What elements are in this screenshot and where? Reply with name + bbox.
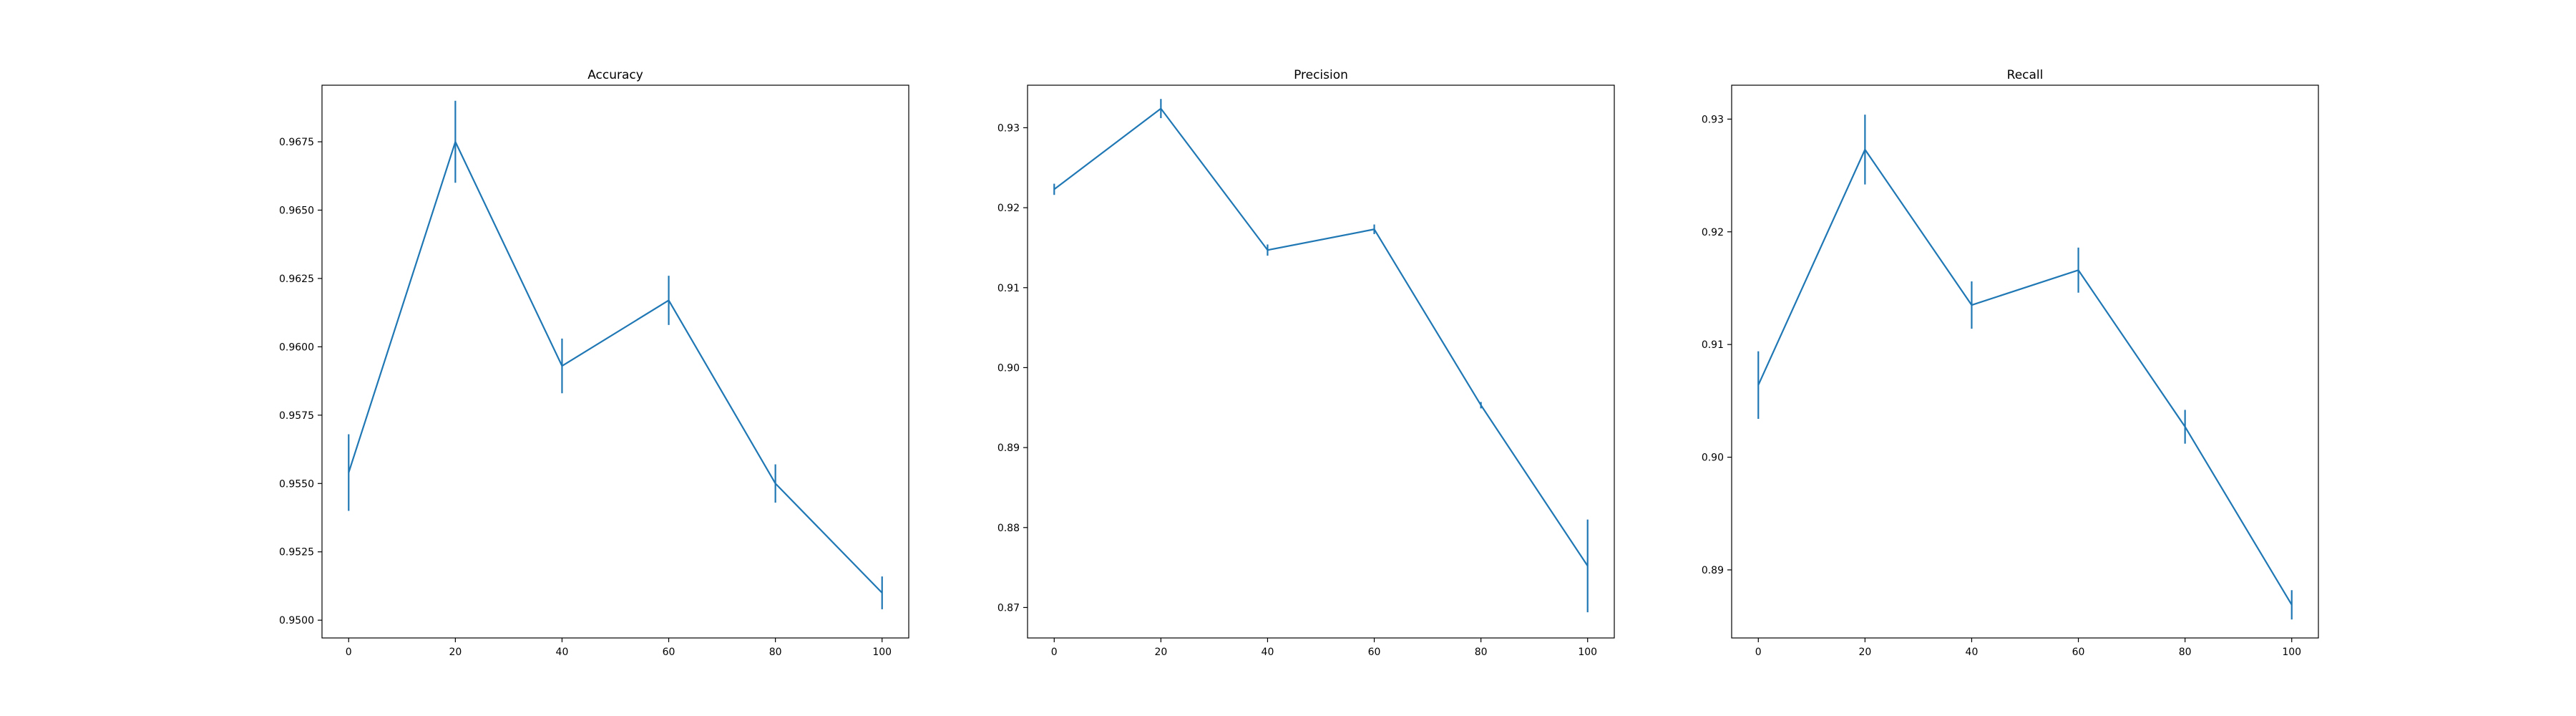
- precision-x-tick-label: 0: [1051, 647, 1058, 658]
- precision-x-tick-label: 80: [1475, 647, 1488, 658]
- recall-x-tick-label: 40: [1966, 647, 1979, 658]
- accuracy-y-tick-label: 0.9575: [279, 410, 314, 422]
- precision-y-tick-label: 0.87: [997, 602, 1020, 614]
- precision-x-tick-label: 20: [1154, 647, 1167, 658]
- recall-x-tick-label: 100: [2282, 647, 2301, 658]
- precision-title: Precision: [1294, 68, 1348, 82]
- recall-y-tick-label: 0.93: [1702, 114, 1724, 125]
- recall-x-tick-label: 0: [1755, 647, 1762, 658]
- recall-x-tick-label: 60: [2072, 647, 2085, 658]
- accuracy-x-tick-label: 100: [872, 647, 892, 658]
- recall-y-tick-label: 0.91: [1702, 339, 1724, 351]
- accuracy-x-tick-label: 60: [663, 647, 675, 658]
- accuracy-y-tick-label: 0.9675: [279, 137, 314, 148]
- recall-y-tick-label: 0.89: [1702, 565, 1724, 576]
- accuracy-title: Accuracy: [587, 68, 643, 82]
- precision-y-tick-label: 0.91: [997, 283, 1020, 294]
- precision-y-tick-label: 0.89: [997, 442, 1020, 454]
- precision-y-tick-label: 0.92: [997, 203, 1020, 214]
- accuracy-x-tick-label: 40: [556, 647, 569, 658]
- accuracy-y-tick-label: 0.9600: [279, 342, 314, 353]
- recall-x-tick-label: 80: [2179, 647, 2192, 658]
- accuracy-x-tick-label: 80: [769, 647, 782, 658]
- recall-y-tick-label: 0.90: [1702, 453, 1724, 464]
- precision-x-tick-label: 40: [1262, 647, 1274, 658]
- recall-x-tick-label: 20: [1858, 647, 1871, 658]
- accuracy-y-tick-label: 0.9525: [279, 547, 314, 558]
- precision-y-tick-label: 0.93: [997, 122, 1020, 134]
- recall-title: Recall: [2007, 68, 2044, 82]
- accuracy-x-tick-label: 20: [449, 647, 462, 658]
- accuracy-y-tick-label: 0.9500: [279, 615, 314, 626]
- precision-x-tick-label: 100: [1578, 647, 1597, 658]
- accuracy-x-tick-label: 0: [346, 647, 352, 658]
- accuracy-y-tick-label: 0.9650: [279, 205, 314, 216]
- precision-x-tick-label: 60: [1368, 647, 1381, 658]
- recall-y-tick-label: 0.92: [1702, 227, 1724, 238]
- accuracy-y-tick-label: 0.9550: [279, 478, 314, 490]
- accuracy-y-tick-label: 0.9625: [279, 274, 314, 285]
- precision-y-tick-label: 0.88: [997, 523, 1020, 534]
- precision-y-tick-label: 0.90: [997, 362, 1020, 374]
